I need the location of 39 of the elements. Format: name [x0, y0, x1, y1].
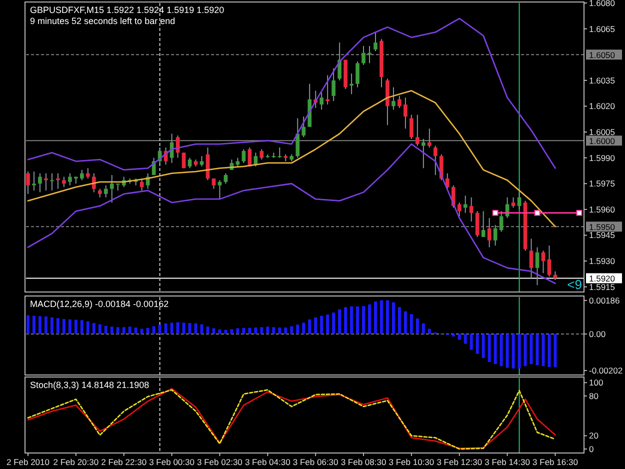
chart-title: Stoch(8,3,3) 14.8148 21.1908 — [30, 380, 150, 390]
y-tick-label: 1.6005 — [589, 127, 616, 138]
ref-line-label: 1.6000 — [589, 136, 616, 146]
x-tick-label: 2 Feb 20:30 — [53, 457, 99, 467]
x-tick-label: 3 Feb 02:30 — [197, 457, 243, 467]
y-tick-label: 100 — [589, 378, 604, 388]
ref-line-label: 1.6050 — [589, 50, 616, 60]
x-tick-label: 3 Feb 04:30 — [244, 457, 291, 467]
y-tick-label: 1.6080 — [589, 0, 616, 8]
x-tick-label: 3 Feb 16:30 — [532, 457, 578, 467]
chart-title: MACD(12,26,9) -0.00184 -0.00162 — [30, 299, 169, 309]
x-tick-label: 3 Feb 10:30 — [388, 457, 434, 467]
y-tick-label: 1.5930 — [589, 256, 616, 266]
y-tick-label: 1.5945 — [589, 230, 616, 240]
y-tick-label: 0.00186 — [589, 295, 620, 306]
ref-line-label: 1.5920 — [589, 274, 616, 284]
x-tick-label: 3 Feb 06:30 — [292, 457, 339, 467]
x-tick-label: 2 Feb 22:30 — [101, 457, 147, 467]
y-tick-label: 1.6065 — [589, 24, 616, 34]
y-tick-label: 0.00 — [589, 329, 606, 340]
y-tick-label: 1.5990 — [589, 152, 616, 163]
y-tick-label: 1.6020 — [589, 101, 616, 112]
y-tick-label: 1.5975 — [589, 178, 616, 189]
y-tick-label: 1.5960 — [589, 204, 616, 214]
y-tick-label: 1.5915 — [589, 282, 616, 292]
y-tick-label: 80 — [589, 390, 599, 401]
ref-line-label: 1.5950 — [589, 222, 616, 232]
text: 9 minutes 52 seconds left to bar end — [30, 16, 176, 26]
x-tick-label: 3 Feb 00:30 — [149, 457, 195, 467]
x-tick-label: 3 Feb 12:30 — [436, 457, 482, 467]
y-tick-label: 20 — [589, 430, 599, 441]
x-tick-label: 2 Feb 2010 — [6, 457, 50, 467]
chart-title: GBPUSDFXF,M15 1.5922 1.5924 1.5919 1.5920 — [30, 5, 224, 15]
y-tick-label: -0.00202 — [589, 365, 623, 376]
x-tick-label: 3 Feb 08:30 — [340, 457, 386, 467]
annotation: <9 — [567, 277, 582, 292]
x-tick-label: 3 Feb 14:30 — [484, 457, 530, 467]
y-tick-label: 0 — [589, 444, 594, 454]
y-tick-label: 1.6035 — [589, 75, 616, 86]
